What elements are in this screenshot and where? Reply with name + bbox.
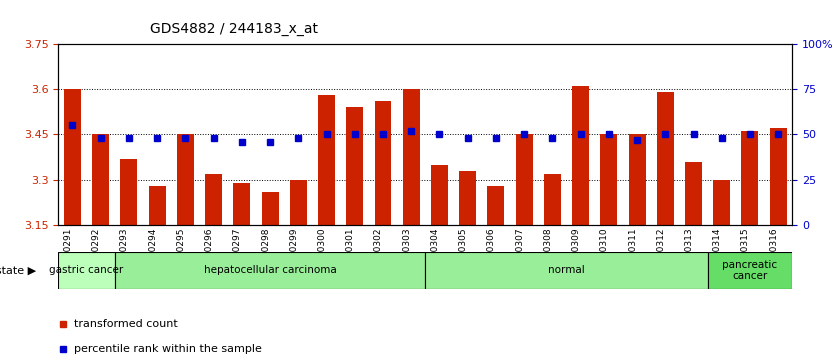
Bar: [205, 174, 222, 225]
Text: transformed count: transformed count: [74, 319, 178, 329]
Bar: [515, 134, 533, 225]
Bar: [58, 252, 115, 289]
Bar: [741, 131, 758, 225]
Bar: [148, 186, 166, 225]
Bar: [487, 186, 505, 225]
Bar: [374, 101, 391, 225]
Bar: [64, 89, 81, 225]
Bar: [177, 134, 193, 225]
Text: disease state ▶: disease state ▶: [0, 265, 36, 276]
Bar: [120, 159, 138, 225]
Bar: [707, 252, 792, 289]
Text: hepatocellular carcinoma: hepatocellular carcinoma: [203, 265, 336, 276]
Bar: [403, 89, 420, 225]
Bar: [318, 95, 335, 225]
Text: pancreatic
cancer: pancreatic cancer: [722, 260, 777, 281]
Bar: [713, 180, 731, 225]
Bar: [431, 164, 448, 225]
Bar: [234, 183, 250, 225]
Bar: [544, 174, 560, 225]
Bar: [346, 107, 364, 225]
Text: percentile rank within the sample: percentile rank within the sample: [74, 344, 262, 354]
Bar: [600, 134, 617, 225]
Bar: [629, 134, 646, 225]
Bar: [290, 180, 307, 225]
Bar: [770, 128, 786, 225]
Bar: [425, 252, 707, 289]
Bar: [460, 171, 476, 225]
Bar: [685, 162, 702, 225]
Bar: [93, 134, 109, 225]
Bar: [262, 192, 279, 225]
Text: gastric cancer: gastric cancer: [49, 265, 123, 276]
Text: GDS4882 / 244183_x_at: GDS4882 / 244183_x_at: [150, 22, 318, 36]
Bar: [657, 92, 674, 225]
Bar: [115, 252, 425, 289]
Bar: [572, 86, 589, 225]
Text: normal: normal: [548, 265, 585, 276]
